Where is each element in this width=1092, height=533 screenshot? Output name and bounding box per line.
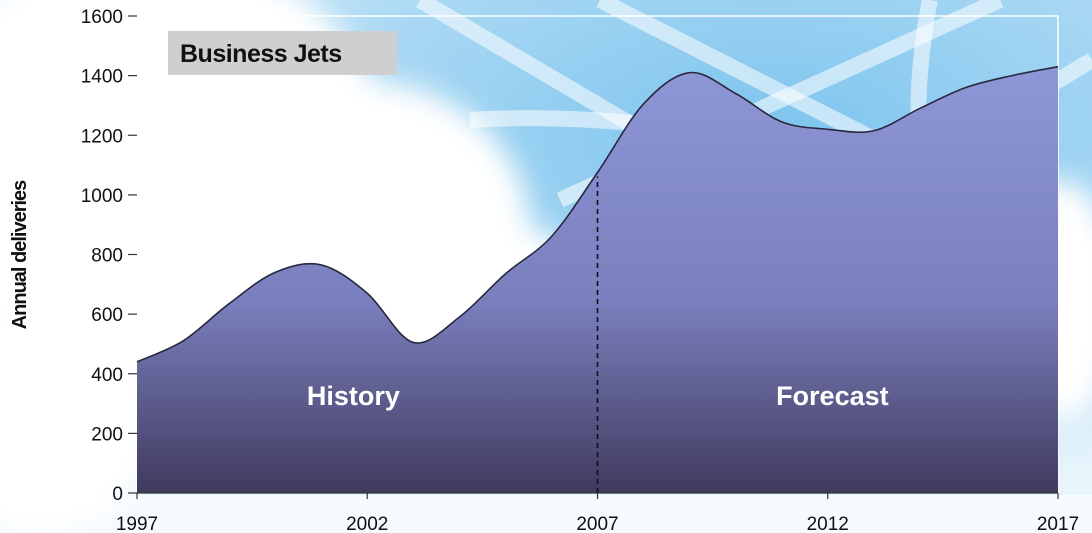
x-tick-label: 2002: [346, 514, 388, 533]
deliveries-area: [137, 66, 1058, 494]
region-label-forecast: Forecast: [776, 381, 889, 411]
bottom-fade: [0, 495, 1092, 533]
x-tick-label: 2007: [576, 514, 618, 533]
y-tick-label: 200: [91, 424, 123, 445]
region-labels: History Forecast: [307, 381, 889, 411]
y-tick-label: 800: [91, 246, 123, 267]
x-axis-ticks: 1997 2002 2007 2012 2017: [116, 493, 1079, 533]
deliveries-outline: [136, 65, 1059, 363]
title-box: [168, 31, 397, 75]
y-tick-label: 1400: [81, 67, 123, 88]
y-tick-label: 600: [91, 305, 123, 326]
y-axis-ticks: 0 200 400 600 800 1000 1200 1400 1600: [81, 7, 137, 505]
y-tick-label: 1200: [81, 126, 123, 147]
y-tick-label: 0: [112, 484, 123, 505]
chart-title: Business Jets: [180, 40, 342, 68]
y-tick-label: 1600: [81, 7, 123, 28]
y-tick-label: 1000: [81, 186, 123, 207]
x-tick-label: 2017: [1037, 514, 1079, 533]
x-tick-label: 1997: [116, 514, 158, 533]
y-axis-label: Annual deliveries: [9, 180, 31, 329]
x-tick-label: 2012: [807, 514, 849, 533]
region-label-history: History: [307, 381, 400, 411]
y-tick-label: 400: [91, 365, 123, 386]
